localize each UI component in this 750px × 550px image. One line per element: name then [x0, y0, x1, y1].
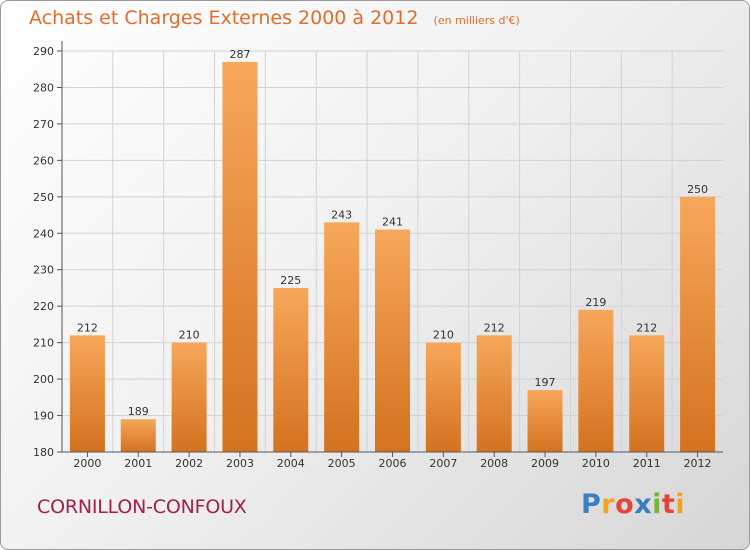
bar — [69, 335, 105, 452]
y-tick-label: 280 — [33, 81, 54, 94]
y-tick-label: 270 — [33, 118, 54, 131]
bar-value-label: 212 — [77, 321, 98, 334]
bar-value-label: 243 — [331, 208, 352, 221]
bar — [273, 287, 309, 452]
x-tick-label: 2001 — [124, 457, 152, 470]
chart-title-row: Achats et Charges Externes 2000 à 2012 (… — [29, 7, 520, 29]
y-tick-label: 290 — [33, 45, 54, 58]
logo-letter: i — [675, 489, 686, 520]
x-tick-label: 2009 — [531, 457, 559, 470]
x-tick-label: 2000 — [73, 457, 101, 470]
y-tick-label: 240 — [33, 227, 54, 240]
chart-title: Achats et Charges Externes 2000 à 2012 — [29, 7, 419, 29]
bar-layer: 212 189 210 287 225 243 241 210 212 197 219 212 250 — [69, 48, 716, 452]
bar — [222, 61, 258, 452]
x-tick-label: 2004 — [277, 457, 305, 470]
logo-letter: r — [601, 489, 616, 520]
bar-value-label: 250 — [687, 183, 708, 196]
bar-value-label: 219 — [585, 296, 606, 309]
bar — [171, 342, 207, 452]
bar — [527, 390, 563, 452]
bar-value-label: 287 — [229, 48, 250, 61]
bar-value-label: 210 — [179, 329, 200, 342]
y-tick-label: 250 — [33, 191, 54, 204]
bar — [425, 342, 461, 452]
logo-letter: P — [581, 489, 602, 520]
bar — [476, 335, 512, 452]
x-tick-label: 2007 — [429, 457, 457, 470]
bar-value-label: 241 — [382, 216, 403, 229]
bar-value-label: 210 — [433, 329, 454, 342]
y-tick-label: 260 — [33, 154, 54, 167]
y-tick-label: 230 — [33, 264, 54, 277]
y-tick-label: 180 — [33, 446, 54, 459]
bar-value-label: 225 — [280, 274, 301, 287]
chart-subtitle: (en milliers d'€) — [433, 14, 520, 27]
x-tick-label: 2008 — [480, 457, 508, 470]
logo-letter: i — [652, 489, 662, 520]
bar-value-label: 212 — [484, 321, 505, 334]
bar — [680, 196, 716, 452]
logo-letter: x — [634, 489, 653, 520]
x-tick-label: 2003 — [226, 457, 254, 470]
x-tick-label: 2006 — [379, 457, 407, 470]
bar — [578, 309, 614, 452]
bar-value-label: 197 — [535, 376, 556, 389]
proxiti-logo: Proxiti — [581, 489, 685, 520]
x-tick-label: 2005 — [328, 457, 356, 470]
y-tick-label: 220 — [33, 300, 54, 313]
x-tick-label: 2012 — [684, 457, 712, 470]
bar — [629, 335, 665, 452]
logo-letter: o — [615, 489, 635, 520]
bar — [120, 419, 156, 452]
y-tick-label: 200 — [33, 373, 54, 386]
x-tick-label: 2002 — [175, 457, 203, 470]
commune-name: CORNILLON-CONFOUX — [37, 496, 247, 518]
x-tick-label: 2010 — [582, 457, 610, 470]
axis-layer: 180 190 200 210 220 230 240 250 260 270 280 290 2000… — [33, 41, 723, 470]
logo-letter: t — [661, 489, 676, 520]
bar-value-label: 212 — [636, 321, 657, 334]
y-tick-label: 210 — [33, 337, 54, 350]
bar — [375, 229, 410, 452]
y-tick-label: 190 — [33, 410, 54, 423]
x-tick-label: 2011 — [633, 457, 661, 470]
bar-value-label: 189 — [128, 405, 149, 418]
bar — [324, 222, 360, 452]
